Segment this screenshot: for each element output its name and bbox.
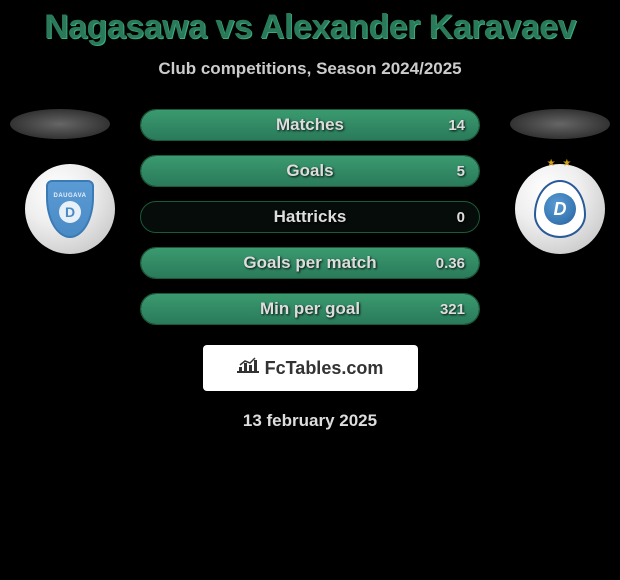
branding-text: FcTables.com: [265, 358, 384, 379]
subtitle: Club competitions, Season 2024/2025: [0, 59, 620, 79]
stat-right-value: 0: [457, 209, 465, 226]
shield-right-letter: D: [544, 193, 576, 225]
shield-left-letter: D: [59, 201, 81, 223]
stat-label: Goals per match: [243, 253, 376, 273]
team-badge-left: DAUGAVA D: [25, 164, 115, 254]
team-badge-right: ★ ★ D: [515, 164, 605, 254]
stat-label: Matches: [276, 115, 344, 135]
stats-area: DAUGAVA D ★ ★ D Matches 14: [0, 109, 620, 431]
stat-row-goals: Goals 5: [140, 155, 480, 187]
stat-right-value: 14: [448, 117, 465, 134]
stat-right-value: 321: [440, 301, 465, 318]
comparison-card: Nagasawa vs Alexander Karavaev Club comp…: [0, 0, 620, 431]
page-title: Nagasawa vs Alexander Karavaev: [0, 8, 620, 47]
stat-rows: Matches 14 Goals 5 Hattricks 0 Goals per…: [140, 109, 480, 325]
date-text: 13 february 2025: [10, 411, 610, 431]
badge-circle-right: ★ ★ D: [515, 164, 605, 254]
branding-box[interactable]: FcTables.com: [203, 345, 418, 391]
stat-row-hattricks: Hattricks 0: [140, 201, 480, 233]
stat-row-matches: Matches 14: [140, 109, 480, 141]
shield-left: DAUGAVA D: [46, 180, 94, 238]
shadow-ellipse-left: [10, 109, 110, 139]
stat-right-value: 5: [457, 163, 465, 180]
shield-left-label: DAUGAVA: [54, 193, 87, 199]
shield-right: D: [534, 180, 586, 238]
badge-circle-left: DAUGAVA D: [25, 164, 115, 254]
stat-label: Min per goal: [260, 299, 360, 319]
stat-label: Goals: [286, 161, 333, 181]
stars-icon: ★ ★: [547, 158, 574, 169]
stat-row-min-per-goal: Min per goal 321: [140, 293, 480, 325]
stat-right-value: 0.36: [436, 255, 465, 272]
stat-label: Hattricks: [274, 207, 347, 227]
stat-row-goals-per-match: Goals per match 0.36: [140, 247, 480, 279]
chart-icon: [237, 357, 259, 380]
shadow-ellipse-right: [510, 109, 610, 139]
